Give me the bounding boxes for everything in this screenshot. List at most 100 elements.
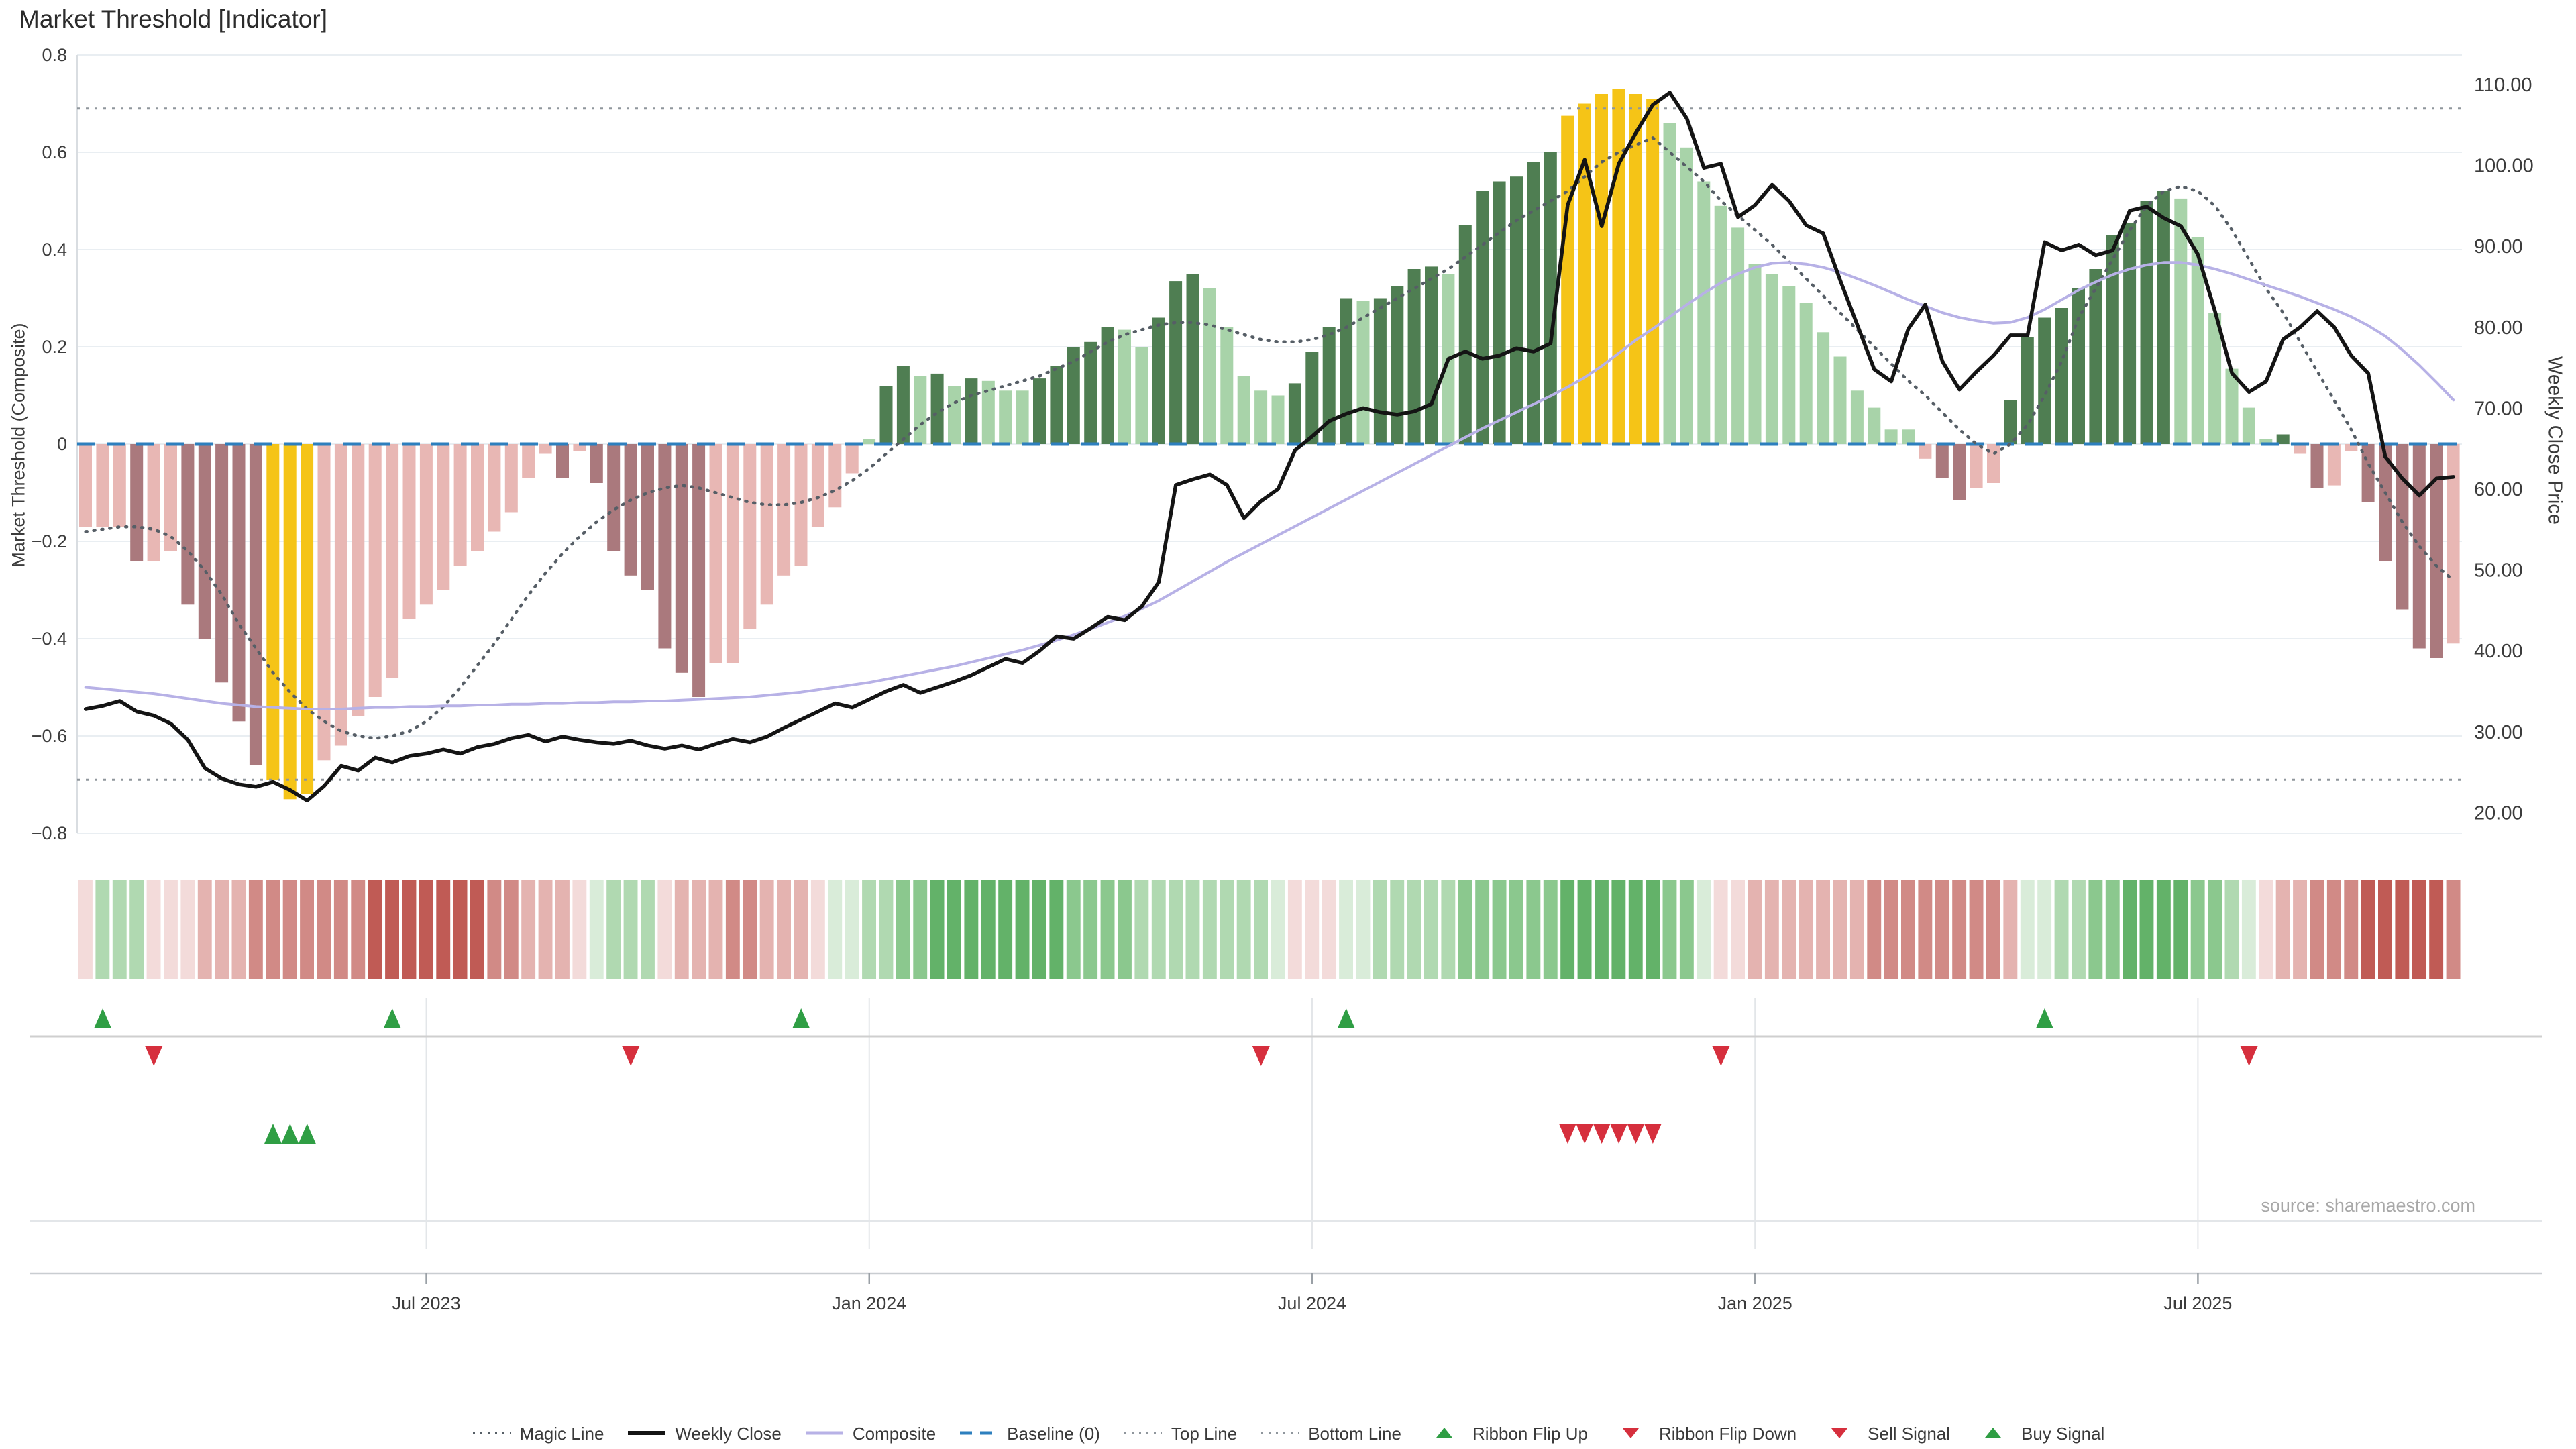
sell-signal-marker — [1576, 1124, 1594, 1144]
ribbon-stripe — [504, 880, 519, 979]
ribbon-stripe — [1782, 880, 1796, 979]
threshold-bar — [1033, 378, 1046, 444]
ribbon-stripe — [317, 880, 331, 979]
ribbon-stripe — [1662, 880, 1677, 979]
threshold-bar — [130, 444, 144, 561]
right-axis-tick-label: 20.00 — [2474, 802, 2523, 824]
threshold-bar — [488, 444, 501, 532]
threshold-bar — [471, 444, 484, 551]
threshold-bar — [1902, 429, 1915, 445]
threshold-bar — [743, 444, 757, 629]
legend-item-label: Buy Signal — [2021, 1424, 2105, 1444]
threshold-bar — [232, 444, 246, 722]
threshold-bar — [301, 444, 314, 794]
threshold-bar — [1373, 298, 1387, 444]
threshold-bar — [914, 376, 927, 444]
ribbon-stripe — [146, 880, 161, 979]
ribbon-stripe — [1526, 880, 1541, 979]
legend-item-magic-line: Magic Line — [472, 1424, 604, 1444]
threshold-bar — [352, 444, 365, 716]
ribbon-stripe — [2020, 880, 2035, 979]
threshold-bar — [2447, 444, 2460, 644]
threshold-bar — [760, 444, 773, 605]
threshold-bar — [419, 444, 433, 605]
ribbon-stripe — [743, 880, 757, 979]
ribbon-stripe — [1646, 880, 1660, 979]
threshold-bar — [1458, 225, 1472, 445]
ribbon-stripe — [2105, 880, 2120, 979]
threshold-bar — [1561, 115, 1574, 444]
right-axis-tick-label: 70.00 — [2474, 398, 2523, 419]
threshold-bar — [811, 444, 824, 527]
legend-item-baseline-0-: Baseline (0) — [959, 1424, 1100, 1444]
threshold-bar — [368, 444, 382, 697]
ribbon-stripe — [1441, 880, 1456, 979]
threshold-bar — [1356, 301, 1370, 444]
threshold-bar — [2106, 235, 2119, 445]
threshold-bar — [1340, 298, 1353, 444]
ribbon-stripe — [1407, 880, 1421, 979]
ribbon-stripe — [2123, 880, 2137, 979]
ribbon-stripe — [845, 880, 859, 979]
threshold-bar — [1953, 444, 1966, 500]
threshold-bar — [1527, 162, 1540, 444]
ribbon-stripe — [197, 880, 212, 979]
sell-signal-marker — [1644, 1124, 1662, 1144]
threshold-bar — [1305, 352, 1319, 445]
ribbon-stripe — [1134, 880, 1149, 979]
legend-item-sell-signal: Sell Signal — [1819, 1424, 1950, 1444]
left-axis-tick-label: −0.6 — [32, 726, 67, 746]
ribbon-stripe — [1151, 880, 1166, 979]
ribbon-flip-down-marker — [622, 1046, 640, 1066]
threshold-bar — [1544, 152, 1557, 444]
threshold-bar — [249, 444, 262, 765]
threshold-bar — [1799, 303, 1813, 445]
ribbon-stripe — [538, 880, 553, 979]
ribbon-stripe — [1731, 880, 1745, 979]
ribbon-stripe — [2412, 880, 2426, 979]
ribbon-stripe — [1833, 880, 1847, 979]
ribbon-stripe — [1169, 880, 1183, 979]
threshold-bar — [96, 444, 109, 527]
ribbon-stripe — [231, 880, 246, 979]
threshold-bar — [1817, 332, 1830, 445]
ribbon-stripe — [385, 880, 399, 979]
ribbon-stripe — [1305, 880, 1320, 979]
ribbon-stripe — [1049, 880, 1064, 979]
threshold-bar — [2430, 444, 2443, 658]
ribbon-stripe — [1032, 880, 1046, 979]
ribbon-stripe — [1220, 880, 1234, 979]
threshold-bar — [79, 444, 92, 527]
legend-item-label: Magic Line — [519, 1424, 604, 1444]
threshold-bar — [1391, 286, 1404, 444]
ribbon-stripe — [2003, 880, 2018, 979]
threshold-bar — [1067, 347, 1080, 444]
threshold-bar — [2379, 444, 2392, 561]
threshold-bar — [317, 444, 331, 761]
threshold-bar — [1833, 356, 1847, 444]
threshold-bar — [2157, 191, 2170, 444]
threshold-bar — [1407, 269, 1421, 444]
legend-item-label: Bottom Line — [1308, 1424, 1401, 1444]
threshold-bar — [1254, 390, 1268, 445]
threshold-bar — [1135, 347, 1148, 444]
threshold-bar — [1714, 205, 1727, 445]
threshold-bar — [2208, 313, 2222, 445]
ribbon-stripe — [2326, 880, 2341, 979]
threshold-bar — [2123, 223, 2137, 444]
legend-item-ribbon-flip-up: Ribbon Flip Up — [1424, 1424, 1588, 1444]
ribbon-stripe — [2208, 880, 2222, 979]
threshold-bar — [1782, 286, 1796, 444]
ribbon-stripe — [777, 880, 791, 979]
ribbon-stripe — [1118, 880, 1132, 979]
threshold-bar — [1884, 429, 1898, 445]
threshold-bar — [556, 444, 569, 478]
threshold-bar — [641, 444, 654, 590]
ribbon-stripe — [1322, 880, 1336, 979]
left-axis-tick-label: 0.6 — [42, 142, 67, 162]
ribbon-stripe — [828, 880, 843, 979]
x-axis-tick-label: Jul 2025 — [2163, 1293, 2232, 1313]
ribbon-stripe — [1748, 880, 1762, 979]
ribbon-stripe — [1287, 880, 1302, 979]
left-axis-tick-label: 0.4 — [42, 239, 67, 260]
